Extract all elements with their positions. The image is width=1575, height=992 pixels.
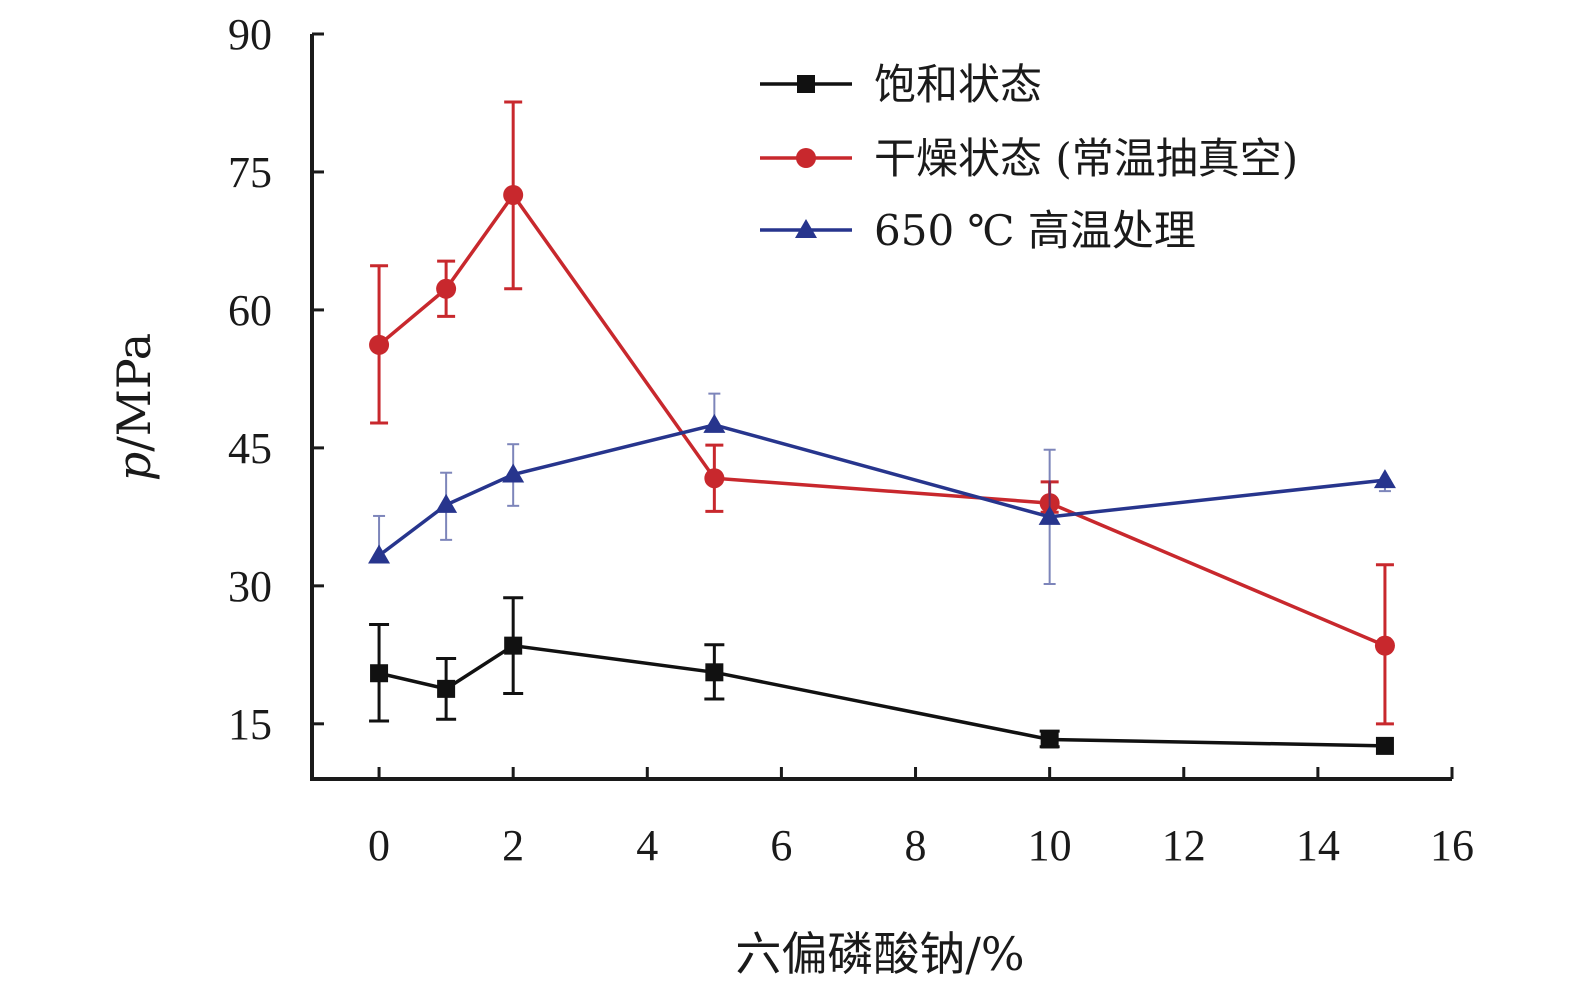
x-tick-label: 6 (770, 821, 792, 870)
y-axis-title-unit: /MPa (107, 333, 161, 452)
data-point (703, 413, 726, 433)
series-2 (369, 100, 1395, 726)
data-point (1374, 635, 1395, 656)
series-layer (368, 100, 1396, 755)
legend-item: 干燥状态 (常温抽真空) (760, 134, 1298, 183)
legend-marker (796, 148, 816, 168)
legend-label: 650 ℃ 高温处理 (874, 206, 1196, 255)
data-point (370, 664, 389, 683)
legend-label: 饱和状态 (874, 60, 1042, 109)
series-3 (368, 392, 1396, 586)
x-tick-label: 4 (636, 821, 658, 870)
legend-label: 干燥状态 (常温抽真空) (874, 134, 1298, 183)
tick-labels: 0 2 4 6 8 10 12 14 16 15 30 45 60 75 90 (228, 10, 1474, 870)
data-point (1375, 736, 1394, 755)
x-tick-label: 10 (1028, 821, 1072, 870)
x-tick-label: 16 (1430, 821, 1474, 870)
y-tick-label: 90 (228, 10, 272, 59)
y-tick-label: 60 (228, 286, 272, 335)
y-tick-label: 45 (228, 424, 272, 473)
series-line (377, 191, 1386, 648)
data-point (437, 679, 456, 698)
data-point (369, 334, 390, 355)
series-line (378, 643, 1385, 748)
x-tick-label: 0 (368, 821, 390, 870)
data-point (503, 184, 524, 205)
x-axis-title: 六偏磷酸钠/% (735, 927, 1024, 981)
data-point (704, 468, 725, 489)
series-1 (369, 596, 1394, 755)
legend-item: 650 ℃ 高温处理 (760, 206, 1196, 255)
data-point (1373, 469, 1396, 489)
data-point (1040, 730, 1059, 749)
chart-axes (310, 34, 1452, 781)
data-point (435, 493, 458, 513)
axis-ticks (312, 32, 1454, 779)
data-point (368, 544, 391, 564)
legend-marker (795, 219, 817, 238)
data-point (705, 663, 724, 682)
x-tick-label: 14 (1296, 821, 1340, 870)
legend-item: 饱和状态 (760, 60, 1042, 109)
x-tick-label: 2 (502, 821, 524, 870)
y-tick-label: 15 (228, 700, 272, 749)
y-axis-title-symbol: p (107, 452, 161, 481)
data-point (1038, 505, 1061, 525)
series-line (378, 423, 1386, 557)
x-tick-label: 12 (1162, 821, 1206, 870)
data-point (502, 463, 525, 483)
x-tick-label: 8 (905, 821, 927, 870)
y-tick-label: 75 (228, 148, 272, 197)
data-point (436, 278, 457, 299)
y-tick-label: 30 (228, 562, 272, 611)
y-axis-title: p/MPa (107, 333, 161, 481)
legend-marker (797, 75, 815, 93)
data-point (504, 636, 523, 655)
